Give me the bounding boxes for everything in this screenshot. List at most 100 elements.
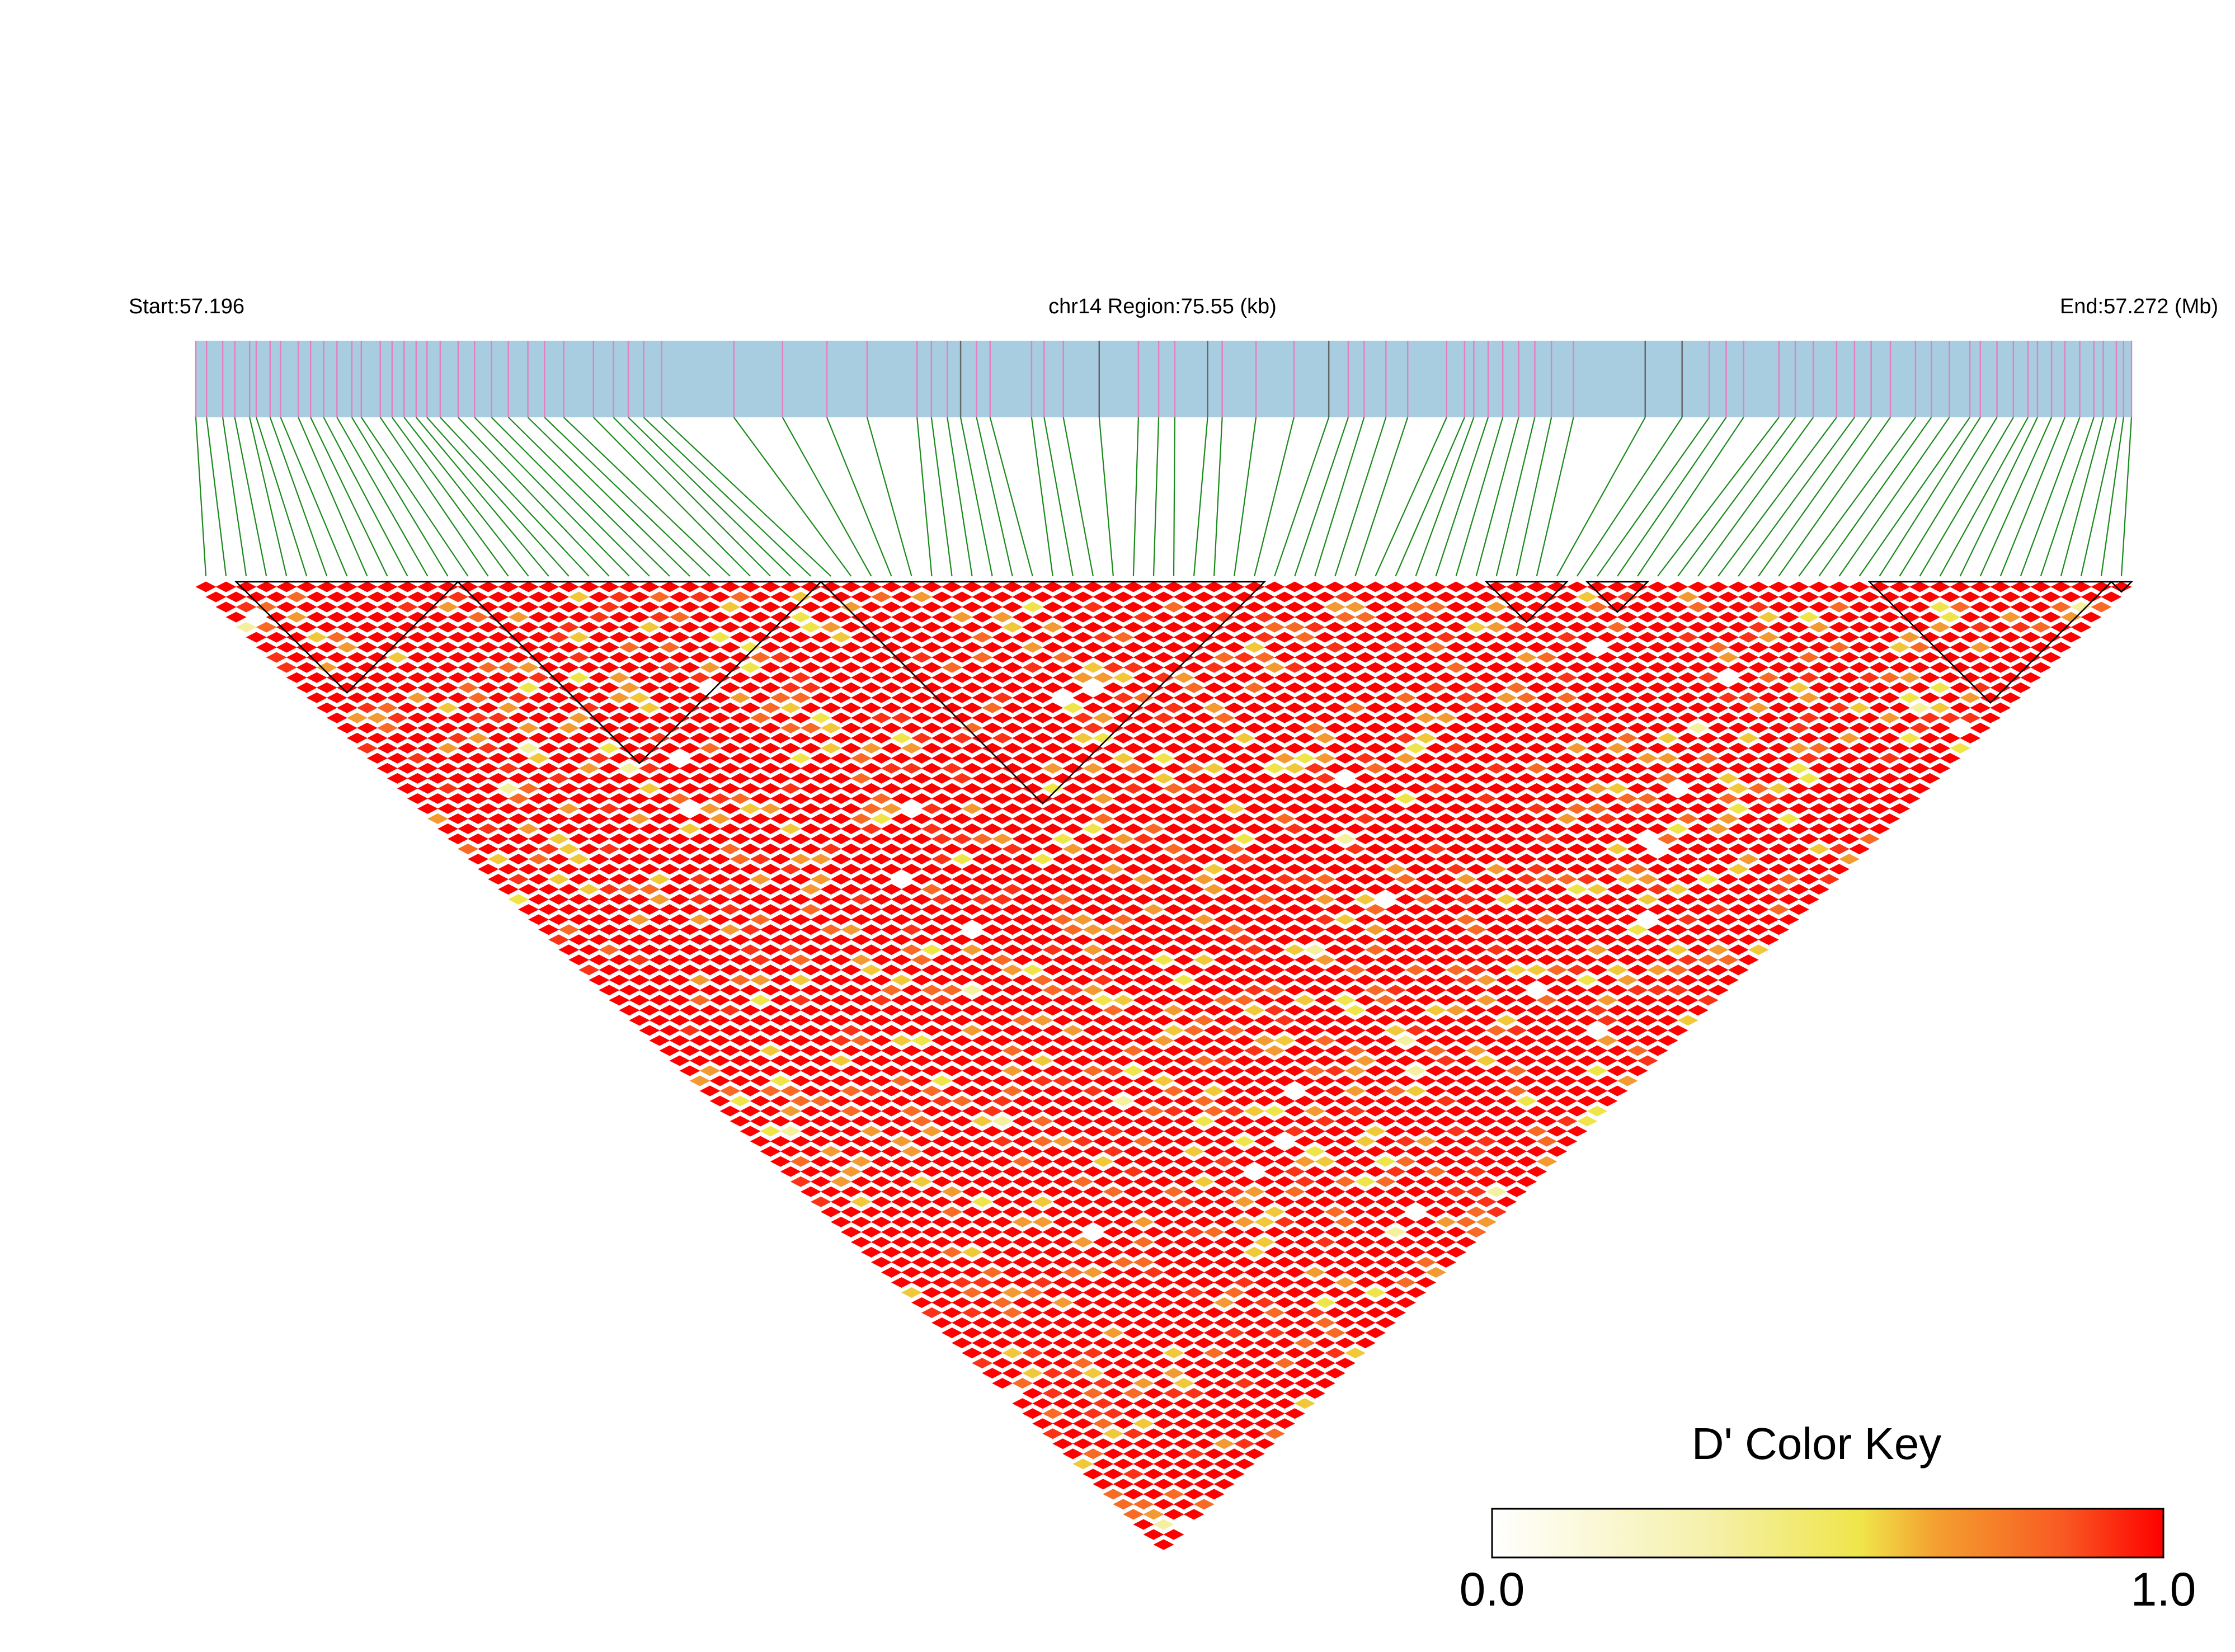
ld-cell — [1173, 894, 1194, 905]
ld-cell — [982, 1186, 1003, 1197]
ld-cell — [1476, 834, 1497, 845]
ld-cell — [1083, 924, 1104, 935]
ld-cell — [1294, 995, 1315, 1006]
ld-cell — [1213, 1458, 1235, 1470]
ld-cell — [1052, 894, 1074, 905]
ld-cell — [1294, 632, 1315, 643]
ld-cell — [679, 803, 700, 814]
ld-cell — [709, 975, 731, 986]
ld-cell — [1032, 1095, 1053, 1107]
ld-cell — [679, 844, 700, 855]
ld-cell — [871, 894, 892, 905]
ld-cell — [639, 722, 660, 733]
ld-cell — [1203, 1307, 1225, 1319]
ld-cell — [1647, 924, 1668, 935]
ld-cell — [1123, 742, 1144, 754]
ld-cell — [407, 773, 428, 784]
ld-cell — [1818, 611, 1839, 623]
ld-cell — [931, 793, 953, 804]
ld-cell — [1284, 1307, 1305, 1319]
ld-cell — [901, 985, 922, 996]
ld-cell — [478, 823, 499, 835]
ld-cell — [1838, 834, 1860, 845]
ld-cell — [1193, 1136, 1215, 1147]
ld-cell — [871, 611, 892, 623]
ld-cell — [972, 793, 993, 804]
ld-cell — [1889, 722, 1911, 733]
ld-cell — [709, 1075, 731, 1086]
ld-cell — [558, 864, 580, 875]
ld-cell — [1647, 702, 1668, 713]
ld-cell — [1818, 874, 1839, 885]
ld-cell — [639, 763, 660, 774]
ld-cell — [780, 1025, 801, 1036]
ld-cell — [1617, 995, 1638, 1006]
ld-cell — [952, 975, 973, 986]
ld-cell — [2091, 581, 2112, 592]
ld-cell — [1778, 611, 1799, 623]
ld-cell — [1637, 692, 1658, 703]
ld-cell — [800, 823, 821, 835]
ld-cell — [1436, 834, 1457, 845]
ld-cell — [1546, 985, 1568, 996]
ld-cell — [750, 652, 771, 663]
ld-cell — [659, 722, 680, 733]
ld-cell — [881, 601, 902, 613]
ld-cell — [780, 1005, 801, 1016]
ld-cell — [1294, 611, 1315, 623]
ld-cell — [1002, 1267, 1023, 1278]
ld-cell — [1163, 702, 1184, 713]
ld-cell — [1173, 632, 1194, 643]
ld-cell — [952, 672, 973, 683]
ld-cell — [1919, 672, 1941, 683]
ld-cell — [589, 632, 610, 643]
ld-cell — [1314, 1196, 1335, 1207]
snp-connector — [1596, 417, 1710, 577]
ld-cell — [952, 632, 973, 643]
ld-cell — [1113, 652, 1134, 663]
ld-cell — [1848, 622, 1870, 633]
ld-cell — [921, 1085, 943, 1096]
ld-cell — [1617, 854, 1638, 865]
ld-cell — [931, 1256, 953, 1268]
ld-cell — [478, 722, 499, 733]
ld-cell — [1254, 1398, 1275, 1409]
ld-cell — [498, 763, 519, 774]
ld-cell — [1687, 844, 1709, 855]
ld-cell — [952, 1136, 973, 1147]
ld-cell — [1436, 934, 1457, 945]
ld-cell — [478, 601, 499, 613]
snp-connector — [628, 417, 791, 577]
ld-cell — [1375, 1297, 1396, 1308]
ld-cell — [1143, 1509, 1164, 1520]
ld-cell — [1072, 632, 1094, 643]
ld-cell — [1456, 1236, 1477, 1248]
ld-cell — [1193, 1055, 1215, 1066]
ld-cell — [740, 642, 761, 653]
ld-cell — [830, 692, 851, 703]
ld-cell — [730, 1015, 751, 1026]
ld-cell — [891, 732, 912, 743]
ld-cell — [1456, 672, 1477, 683]
ld-cell — [1103, 601, 1124, 613]
ld-cell — [1687, 823, 1709, 835]
ld-cell — [1173, 1216, 1194, 1227]
ld-cell — [1848, 662, 1870, 673]
ld-cell — [1798, 834, 1819, 845]
ld-cell — [921, 803, 943, 814]
ld-cell — [568, 773, 590, 784]
ld-cell — [1466, 1166, 1487, 1177]
ld-cell — [1728, 944, 1749, 956]
ld-cell — [558, 682, 580, 693]
ld-cell — [1213, 732, 1235, 743]
ld-cell — [1153, 1196, 1174, 1207]
ld-cell — [901, 924, 922, 935]
ld-cell — [1304, 803, 1325, 814]
ld-cell — [982, 1328, 1003, 1339]
ld-cell — [1354, 1297, 1376, 1308]
ld-cell — [1113, 712, 1134, 723]
ld-cell — [1093, 934, 1114, 945]
ld-cell — [1385, 1246, 1406, 1258]
ld-cell — [1193, 1216, 1215, 1227]
ld-cell — [992, 834, 1013, 845]
